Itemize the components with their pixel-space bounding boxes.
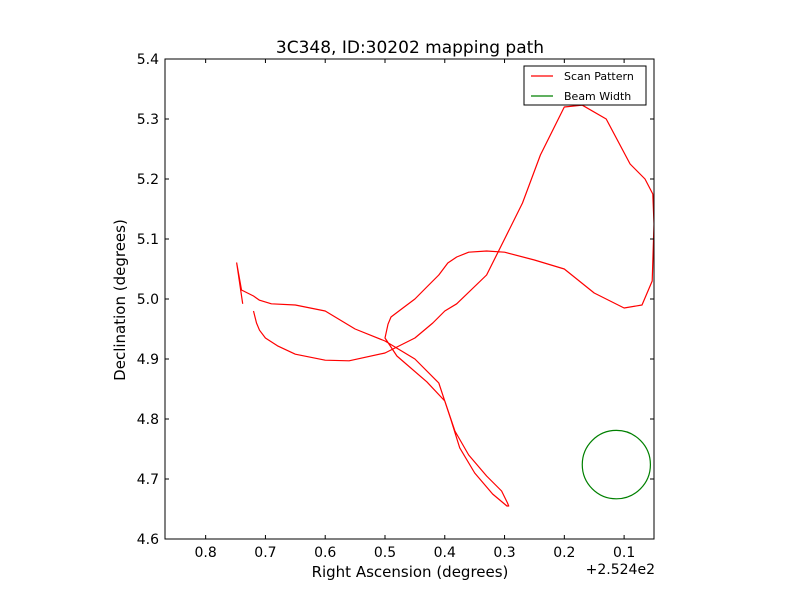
- y-tick-label: 4.6: [137, 532, 159, 548]
- x-axis-label: Right Ascension (degrees): [312, 563, 509, 581]
- y-tick-label: 5.0: [137, 292, 159, 308]
- x-axis-offset-label: +2.524e2: [586, 562, 655, 578]
- legend-box: [523, 65, 647, 106]
- beam-width-circle: [581, 429, 652, 500]
- x-tick-label: 0.4: [434, 545, 456, 561]
- scan-pattern-line: [236, 104, 654, 507]
- y-axis-label: Declination (degrees): [111, 219, 129, 381]
- x-tick-label: 0.8: [195, 545, 217, 561]
- x-tick-label: 0.6: [314, 545, 336, 561]
- legend: Scan Pattern Beam Width: [523, 65, 647, 106]
- legend-label-beam-width: Beam Width: [564, 90, 631, 103]
- x-tick-label: 0.1: [613, 545, 635, 561]
- x-tick-label: 0.2: [553, 545, 575, 561]
- y-tick-label: 4.8: [137, 412, 159, 428]
- y-tick-label: 5.2: [137, 172, 159, 188]
- chart-title: 3C348, ID:30202 mapping path: [276, 38, 544, 58]
- y-tick-label: 4.9: [137, 352, 159, 368]
- tick-layer: 0.8 0.7 0.6 0.5 0.4 0.3 0.2 0.1 4.6 4.7 4.8 4.9 5.0 5…: [137, 52, 654, 561]
- y-tick-label: 4.7: [137, 472, 159, 488]
- legend-label-scan-pattern: Scan Pattern: [564, 70, 634, 83]
- x-tick-label: 0.3: [493, 545, 515, 561]
- data-layer: [236, 104, 654, 507]
- y-tick-label: 5.4: [137, 52, 159, 68]
- y-tick-label: 5.3: [137, 112, 159, 128]
- y-tick-label: 5.1: [137, 232, 159, 248]
- x-tick-label: 0.5: [374, 545, 396, 561]
- x-tick-label: 0.7: [254, 545, 276, 561]
